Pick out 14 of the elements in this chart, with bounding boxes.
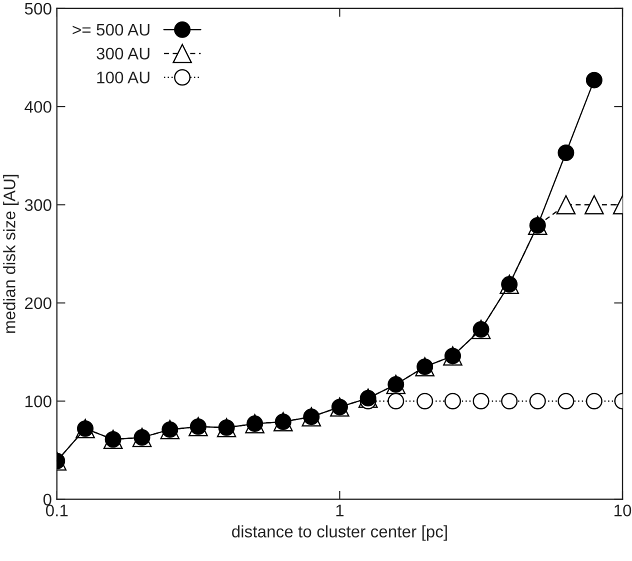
y-tick-label: 100 xyxy=(25,396,52,408)
y-tick-label: 200 xyxy=(25,297,52,310)
y-tick-label: 500 xyxy=(24,2,52,15)
x-tick-label: 1 xyxy=(336,504,344,516)
legend-label: >= 500 AU xyxy=(72,24,150,36)
y-tick-label: 400 xyxy=(24,100,52,113)
y-tick-label: 0 xyxy=(43,494,52,506)
y-tick-label: 300 xyxy=(24,199,52,211)
x-tick-label: 0.1 xyxy=(46,504,68,516)
legend-label: 100 AU xyxy=(97,72,150,84)
y-axis-title: median disk size [AU] xyxy=(3,174,19,333)
legend-label: 300 AU xyxy=(96,48,150,60)
x-tick-label: 10 xyxy=(614,504,632,516)
x-axis-title: distance to cluster center [pc] xyxy=(232,525,447,541)
